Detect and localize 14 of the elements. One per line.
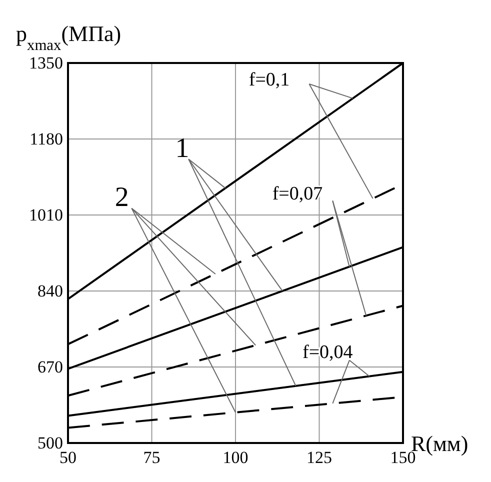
y-tick-label: 1010 bbox=[29, 206, 63, 224]
y-tick-label: 670 bbox=[38, 358, 63, 376]
y-tick-label: 1180 bbox=[30, 130, 63, 148]
x-tick-label: 125 bbox=[306, 448, 332, 467]
annotation: f=0,04 bbox=[302, 342, 354, 364]
y-tick-label: 840 bbox=[38, 282, 63, 300]
y-tick-label: 1350 bbox=[29, 54, 63, 72]
annotation: 2 bbox=[114, 182, 129, 214]
annotation: 1 bbox=[175, 132, 190, 164]
annotation: f=0,1 bbox=[248, 69, 290, 90]
x-tick-label: 100 bbox=[222, 448, 248, 467]
y-axis-title: p$_{xmax}$(МПа) bbox=[16, 21, 122, 54]
annotation: f=0,07 bbox=[272, 183, 323, 204]
x-tick-label: 75 bbox=[143, 448, 160, 467]
